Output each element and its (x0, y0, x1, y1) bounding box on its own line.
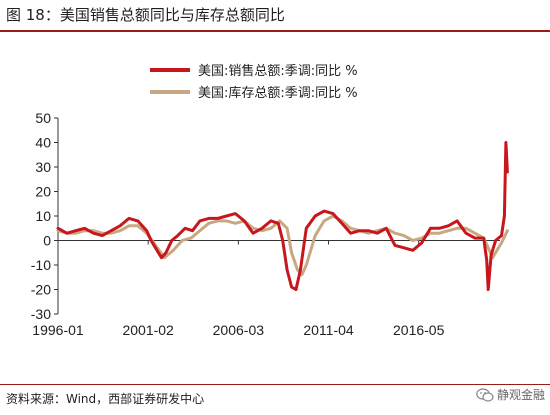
y-tick-label: 30 (35, 159, 51, 175)
series-line (56, 141, 509, 291)
x-tick-label: 2016-05 (393, 322, 445, 338)
legend-label: 美国:销售总额:季调:同比 % (198, 63, 358, 79)
x-tick-label: 2011-04 (303, 322, 354, 338)
series-lines (56, 141, 509, 291)
x-tick-label: 1996-01 (32, 322, 84, 338)
line-chart: 美国:销售总额:季调:同比 % 美国:库存总额:季调:同比 % -30 -20 -10… (31, 63, 509, 338)
series-line (56, 214, 509, 277)
y-tick-label: 20 (35, 184, 51, 200)
title-divider (0, 30, 550, 32)
y-tick-label: -10 (31, 257, 51, 273)
y-tick-label: -20 (31, 282, 51, 298)
source-note: 资料来源：Wind，西部证券研发中心 (6, 392, 205, 406)
watermark: 静观金融 (476, 386, 545, 403)
x-tick-label: 2006-03 (213, 322, 265, 338)
footer-divider (0, 384, 550, 385)
watermark-text: 静观金融 (497, 388, 546, 402)
legend-label: 美国:库存总额:季调:同比 % (198, 85, 358, 101)
y-tick-label: 10 (35, 208, 51, 224)
y-tick-label: 40 (35, 135, 51, 151)
legend: 美国:销售总额:季调:同比 % 美国:库存总额:季调:同比 % (150, 63, 358, 101)
y-tick-label: 50 (35, 110, 51, 126)
wechat-icon (476, 387, 494, 402)
y-tick-label: -30 (31, 306, 51, 322)
axes: -30 -20 -10 0 10 20 30 40 50 1996-01 2001-02 2006-0… (31, 110, 500, 338)
x-tick-label: 2001-02 (122, 322, 174, 338)
chart-title: 图 18：美国销售总额同比与库存总额同比 (6, 6, 285, 24)
y-tick-label: 0 (43, 233, 51, 249)
